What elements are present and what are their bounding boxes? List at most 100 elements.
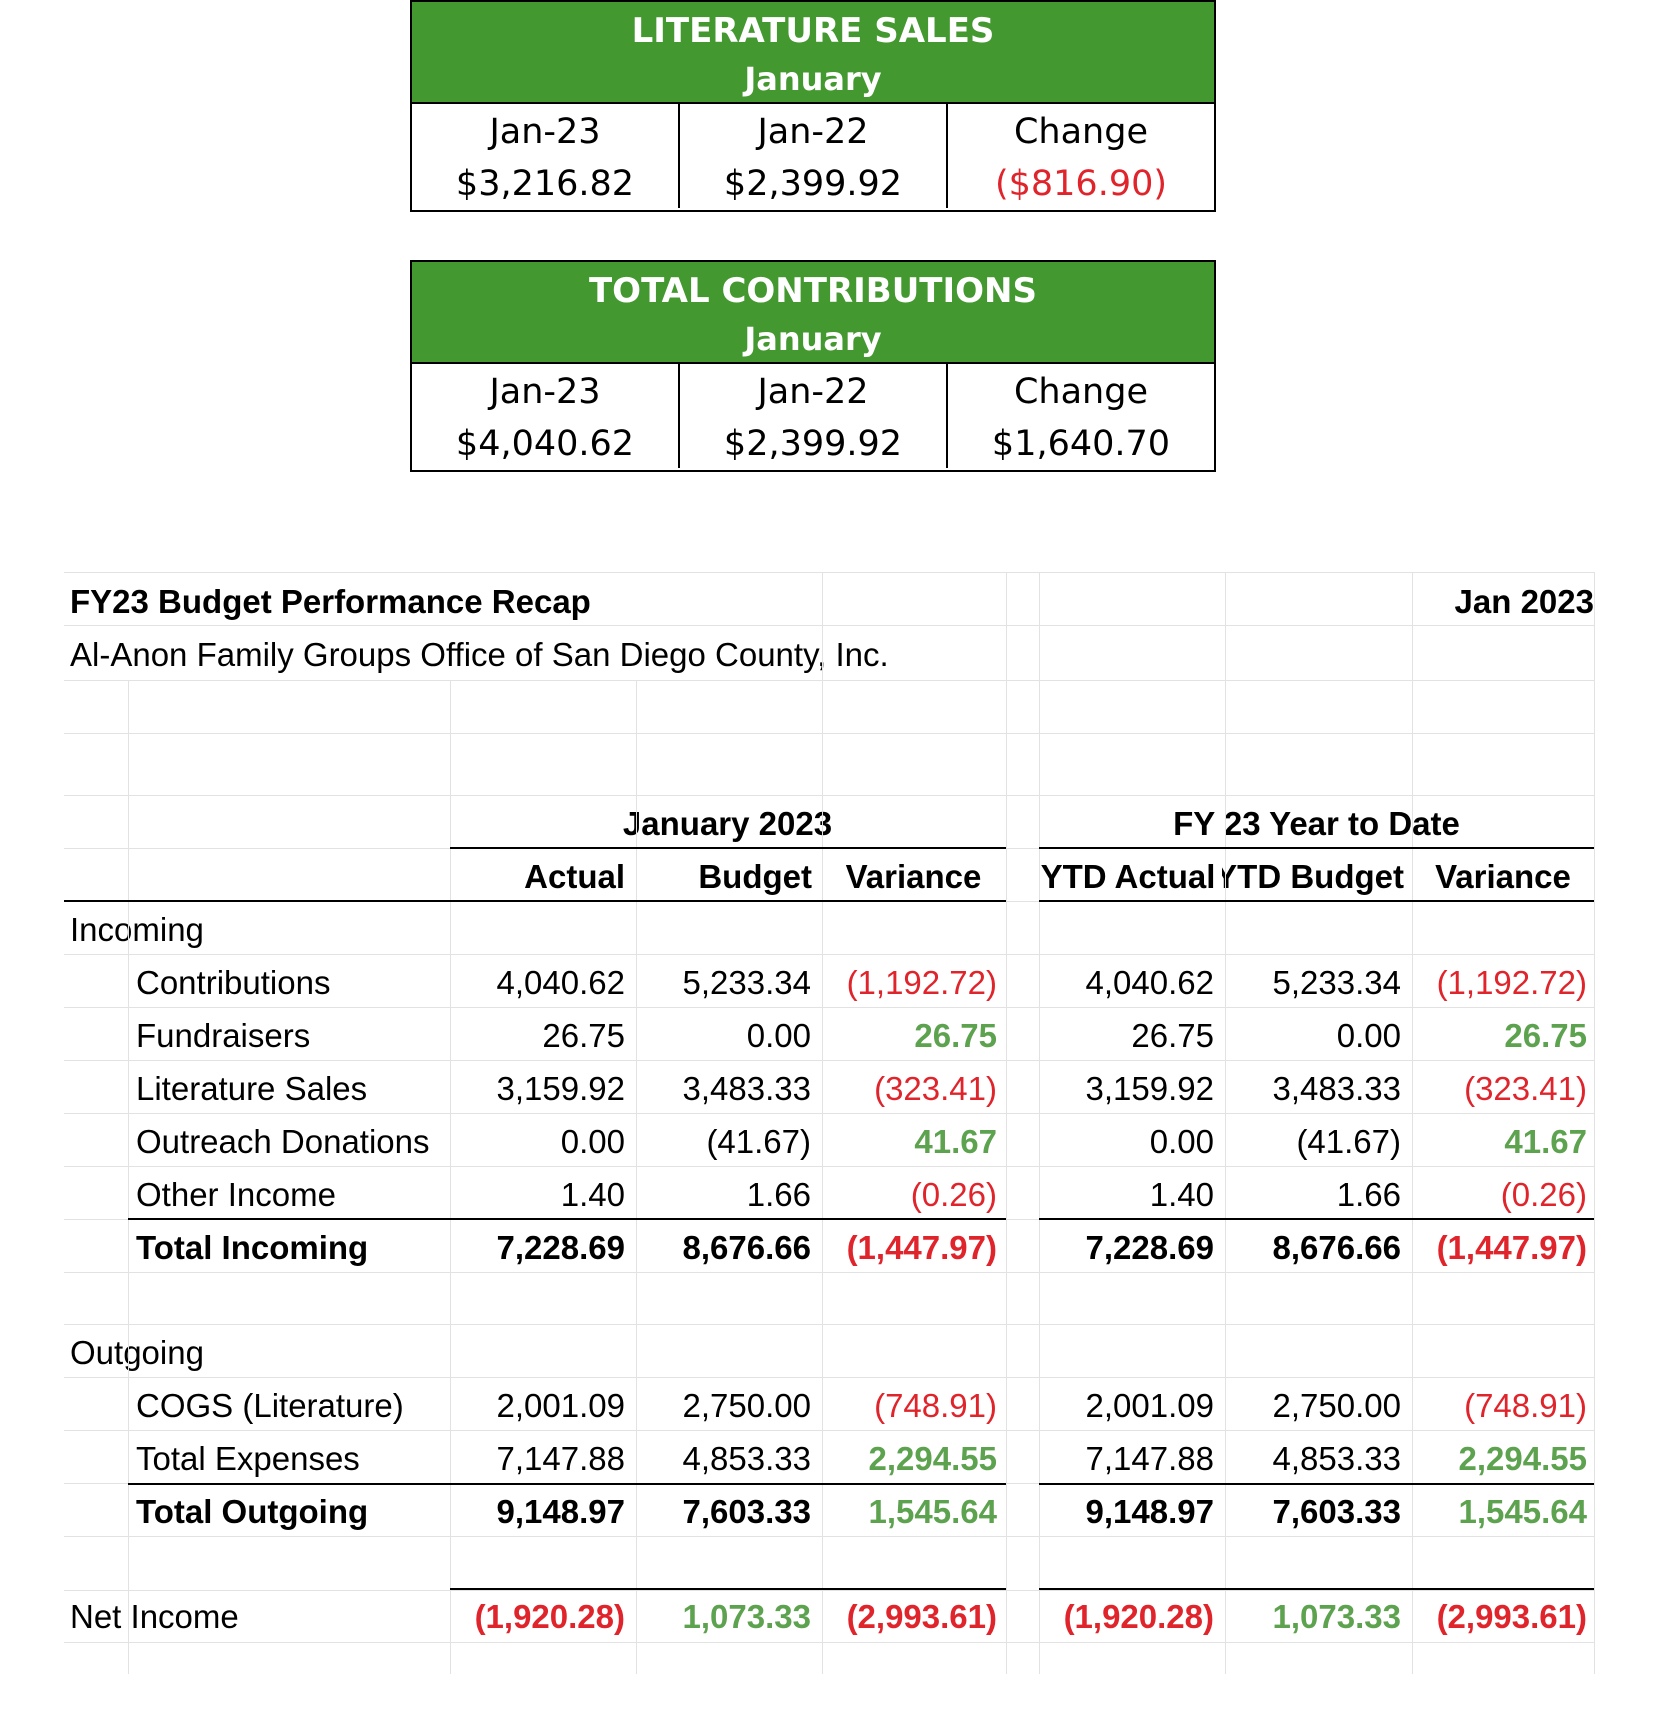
grid-column-line <box>450 680 451 1674</box>
table-cell: (1,192.72) <box>1436 964 1587 1001</box>
table-cell: 2,001.09 <box>496 1387 625 1424</box>
col-label: Jan-23 <box>489 112 601 152</box>
row-label: COGS (Literature) <box>136 1387 404 1424</box>
table-cell: (0.26) <box>910 1176 997 1213</box>
grid-row-line <box>64 733 1594 734</box>
table-cell: 3,483.33 <box>1272 1070 1401 1107</box>
row-label: Literature Sales <box>136 1070 368 1107</box>
recap-period: Jan 2023 <box>1454 583 1594 620</box>
literature-sales-summary: LITERATURE SALES January Jan-23 $3,216.8… <box>410 0 1216 212</box>
table-cell: 7,147.88 <box>1085 1440 1214 1477</box>
border-line <box>128 1218 1006 1220</box>
table-cell: (323.41) <box>1464 1070 1587 1107</box>
grid-row-line <box>64 1430 1594 1431</box>
grid-row-line <box>64 1166 1594 1167</box>
grid-column-line <box>1412 572 1413 1674</box>
group-header-month: January 2023 <box>622 805 833 842</box>
literature-sales-title: LITERATURE SALES <box>631 11 995 51</box>
table-cell: 0.00 <box>560 1123 625 1160</box>
table-cell: 3,159.92 <box>496 1070 625 1107</box>
col-value: $3,216.82 <box>455 164 635 204</box>
grid-row-line <box>64 1324 1594 1325</box>
grid-column-line <box>1225 572 1226 1674</box>
border-line <box>1039 900 1594 902</box>
table-cell: 26.75 <box>542 1017 625 1054</box>
grid-row-line <box>64 1272 1594 1273</box>
border-line <box>1039 1218 1594 1220</box>
literature-sales-subtitle: January <box>744 60 882 98</box>
table-cell: 5,233.34 <box>682 964 811 1001</box>
border-line <box>450 1588 1006 1590</box>
table-cell: 1,073.33 <box>682 1598 811 1635</box>
grid-row-line <box>64 1060 1594 1061</box>
total-contributions-jan23: Jan-23 $4,040.62 <box>412 364 680 468</box>
table-cell: 1.40 <box>560 1176 625 1213</box>
table-cell: 4,853.33 <box>1272 1440 1401 1477</box>
row-label: Fundraisers <box>136 1017 311 1054</box>
table-cell: 26.75 <box>1131 1017 1214 1054</box>
table-cell: 0.00 <box>746 1017 811 1054</box>
grid-row-line <box>64 954 1594 955</box>
total-contributions-jan22: Jan-22 $2,399.92 <box>680 364 948 468</box>
table-cell: 7,147.88 <box>496 1440 625 1477</box>
table-cell: 9,148.97 <box>1085 1493 1214 1530</box>
grid-row-line <box>64 625 1594 626</box>
row-label: Total Expenses <box>136 1440 360 1477</box>
border-line <box>1039 1588 1594 1590</box>
table-cell: 7,603.33 <box>682 1493 811 1530</box>
table-cell: 3,159.92 <box>1085 1070 1214 1107</box>
row-label: Contributions <box>136 964 331 1001</box>
row-label: Total Incoming <box>136 1229 369 1266</box>
table-cell: 0.00 <box>1336 1017 1401 1054</box>
table-cell: 9,148.97 <box>496 1493 625 1530</box>
section-label-outgoing: Outgoing <box>70 1334 204 1371</box>
table-cell: (1,192.72) <box>846 964 997 1001</box>
table-cell: (0.26) <box>1500 1176 1587 1213</box>
table-cell: 41.67 <box>1504 1123 1587 1160</box>
total-contributions-subtitle: January <box>744 320 882 358</box>
table-cell: 7,603.33 <box>1272 1493 1401 1530</box>
col-value: $4,040.62 <box>455 424 635 464</box>
table-cell: (1,920.28) <box>1063 1598 1214 1635</box>
table-cell: 1.40 <box>1149 1176 1214 1213</box>
total-contributions-title: TOTAL CONTRIBUTIONS <box>588 271 1037 311</box>
table-cell: (748.91) <box>1464 1387 1587 1424</box>
recap-title: FY23 Budget Performance Recap <box>70 583 591 620</box>
col-header-ytd-variance: Variance <box>1435 858 1571 895</box>
col-label: Change <box>1013 372 1148 412</box>
col-header-variance: Variance <box>845 858 982 895</box>
grid-column-line <box>1006 572 1007 1674</box>
table-cell: 8,676.66 <box>682 1229 811 1266</box>
col-label: Jan-23 <box>489 372 601 412</box>
table-cell: 0.00 <box>1149 1123 1214 1160</box>
table-cell: 7,228.69 <box>496 1229 625 1266</box>
grid-row-line <box>64 572 1594 573</box>
section-label-incoming: Incoming <box>70 911 204 948</box>
border-line <box>128 1483 1006 1485</box>
grid-column-line <box>636 680 637 1674</box>
col-label: Jan-22 <box>757 112 869 152</box>
table-cell: 26.75 <box>914 1017 997 1054</box>
grid-column-line <box>1594 572 1595 1674</box>
border-line <box>1039 1483 1594 1485</box>
table-cell: 2,750.00 <box>682 1387 811 1424</box>
table-cell: 4,040.62 <box>496 964 625 1001</box>
grid-row-line <box>64 1113 1594 1114</box>
grid-row-line <box>64 795 1594 796</box>
literature-sales-jan23: Jan-23 $3,216.82 <box>412 104 680 208</box>
col-value: $2,399.92 <box>723 424 903 464</box>
table-cell: 1.66 <box>746 1176 811 1213</box>
table-cell: (1,920.28) <box>474 1598 625 1635</box>
col-header-budget: Budget <box>698 858 812 895</box>
row-label: Net Income <box>70 1598 239 1635</box>
table-cell: (41.67) <box>1296 1123 1401 1160</box>
table-cell: 3,483.33 <box>682 1070 811 1107</box>
col-value: $2,399.92 <box>723 164 903 204</box>
recap-organization: Al-Anon Family Groups Office of San Dieg… <box>70 636 889 673</box>
grid-row-line <box>64 1590 1594 1591</box>
col-value: $1,640.70 <box>991 424 1171 464</box>
grid-column-line <box>128 680 129 1674</box>
row-label: Total Outgoing <box>136 1493 369 1530</box>
table-cell: 2,294.55 <box>868 1440 997 1477</box>
